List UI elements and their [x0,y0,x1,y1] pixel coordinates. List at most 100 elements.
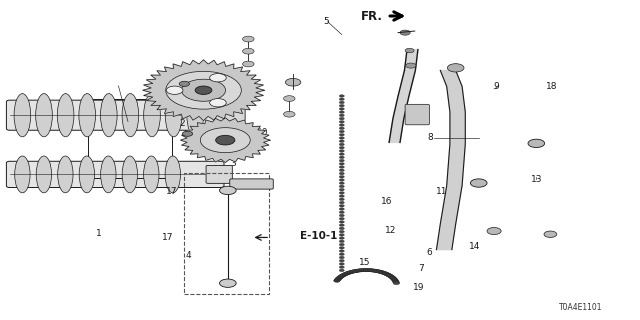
Circle shape [284,96,295,101]
Circle shape [339,108,344,110]
Text: E-10-1: E-10-1 [300,231,337,241]
Circle shape [343,272,349,276]
Circle shape [360,268,366,272]
Circle shape [195,86,212,94]
Circle shape [339,121,344,123]
Ellipse shape [58,94,74,137]
Circle shape [339,221,344,223]
Circle shape [243,48,254,54]
Text: 5: 5 [324,17,329,26]
FancyBboxPatch shape [206,165,232,183]
Text: 18: 18 [546,82,557,91]
Circle shape [393,281,399,284]
Text: 16: 16 [381,197,393,206]
Text: 10: 10 [257,128,268,137]
Circle shape [182,131,193,136]
Text: 1: 1 [97,229,102,238]
Circle shape [339,260,344,262]
Text: 4: 4 [186,252,191,260]
Circle shape [362,268,368,272]
Circle shape [210,74,227,82]
Circle shape [339,179,344,181]
Ellipse shape [122,156,138,193]
Text: 12: 12 [385,226,396,235]
Text: 3: 3 [231,159,236,168]
Polygon shape [389,50,418,142]
Ellipse shape [100,94,117,137]
Circle shape [339,192,344,194]
Circle shape [339,124,344,126]
Ellipse shape [144,94,160,137]
Polygon shape [180,118,270,163]
Text: 17: 17 [166,187,177,196]
Circle shape [382,272,388,275]
Circle shape [220,279,236,287]
Circle shape [348,271,354,274]
Circle shape [284,111,295,117]
Circle shape [447,64,464,72]
Circle shape [339,159,344,162]
Circle shape [339,111,344,113]
Ellipse shape [36,94,52,137]
Circle shape [405,48,414,53]
Circle shape [372,269,379,272]
Circle shape [243,36,254,42]
Circle shape [339,274,346,277]
Ellipse shape [14,94,31,137]
Circle shape [339,114,344,117]
Circle shape [182,79,225,101]
Circle shape [406,63,416,68]
Circle shape [339,263,344,265]
Circle shape [340,274,347,277]
Text: 9: 9 [493,82,499,91]
Circle shape [339,104,344,107]
Circle shape [376,270,383,273]
Text: 7: 7 [419,264,424,273]
Circle shape [339,237,344,239]
Circle shape [358,269,364,272]
FancyBboxPatch shape [230,179,273,189]
Ellipse shape [79,156,95,193]
Circle shape [353,269,359,273]
Circle shape [243,61,254,67]
Circle shape [344,272,351,275]
Circle shape [333,279,340,282]
Circle shape [387,274,393,277]
Circle shape [349,270,355,273]
Ellipse shape [165,94,182,137]
Circle shape [339,211,344,213]
Circle shape [200,128,250,153]
Circle shape [351,270,357,273]
Ellipse shape [15,156,30,193]
Circle shape [388,276,395,279]
Circle shape [356,269,362,272]
Text: 8: 8 [428,133,433,142]
Circle shape [487,228,501,235]
Polygon shape [143,60,264,121]
Ellipse shape [79,94,95,137]
Ellipse shape [122,94,139,137]
Circle shape [374,269,381,273]
Circle shape [339,182,344,184]
Circle shape [339,224,344,227]
Circle shape [339,95,344,97]
Circle shape [369,269,376,272]
Circle shape [385,273,392,276]
Ellipse shape [143,156,159,193]
Circle shape [339,137,344,139]
Circle shape [339,243,344,246]
Circle shape [339,208,344,210]
Circle shape [381,271,387,275]
Circle shape [166,86,183,94]
Circle shape [364,268,370,272]
Circle shape [380,271,386,274]
Circle shape [339,188,344,191]
Circle shape [339,98,344,100]
Circle shape [390,276,396,279]
Ellipse shape [165,156,180,193]
Circle shape [285,78,301,86]
Circle shape [544,231,557,237]
Ellipse shape [58,156,73,193]
Circle shape [339,250,344,252]
Circle shape [339,133,344,136]
